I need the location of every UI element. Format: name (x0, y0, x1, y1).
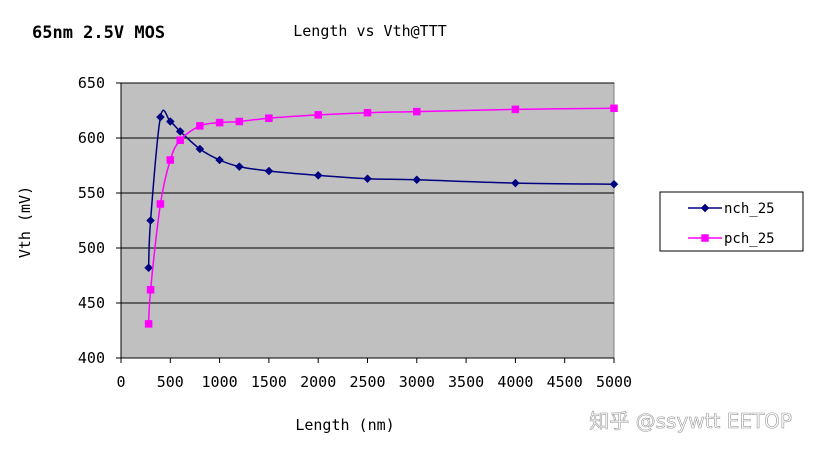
data-point (413, 107, 421, 116)
data-point (235, 117, 244, 126)
y-axis-label: Vth (mV) (16, 186, 34, 258)
data-point (195, 144, 205, 154)
legend-marker (701, 234, 709, 242)
y-tick-labels: 400 450 500 550 600 650 (78, 74, 105, 367)
data-point (144, 320, 153, 328)
data-point (175, 127, 185, 136)
axes (116, 82, 615, 363)
plot-area (120, 82, 615, 359)
x-tick-label: 3500 (448, 373, 484, 391)
x-tick-label: 2500 (349, 373, 385, 391)
x-tick-label: 2000 (300, 373, 336, 391)
x-tick-label: 500 (157, 373, 184, 391)
corner-title: 65nm 2.5V MOS (32, 23, 165, 43)
data-point (165, 117, 175, 126)
gridlines (121, 82, 614, 304)
series-pch_25 (144, 104, 618, 328)
data-point (610, 104, 618, 113)
data-point (215, 155, 224, 165)
legend: nch_25 pch_25 (659, 191, 804, 252)
chart-title: Length vs Vth@TTT (293, 22, 447, 40)
series-nch_25 (144, 109, 619, 273)
data-point (313, 171, 323, 180)
x-tick-label: 1000 (202, 373, 238, 391)
watermark-text: 知乎 @ssywtt EETOP (589, 409, 792, 433)
data-point (363, 174, 372, 184)
y-tick-label: 650 (78, 74, 105, 92)
data-point (363, 108, 372, 117)
y-tick-label: 500 (78, 239, 105, 257)
data-point (196, 122, 204, 130)
data-point (215, 118, 224, 127)
x-tick-label: 0 (116, 373, 125, 391)
y-tick-label: 550 (78, 184, 105, 202)
data-point (609, 179, 619, 189)
data-point (265, 114, 273, 122)
legend-marker (700, 203, 710, 213)
x-tick-labels: 0 500 1000 1500 2000 2500 3000 3500 4000 4500 5000 (116, 373, 632, 391)
data-point (156, 200, 165, 208)
x-tick-label: 3000 (399, 373, 435, 391)
data-point (176, 136, 184, 144)
x-tick-label: 1500 (251, 373, 287, 391)
data-point (511, 105, 520, 114)
x-tick-label: 5000 (596, 373, 632, 391)
data-point (314, 111, 322, 119)
x-axis-label: Length (nm) (295, 416, 394, 434)
x-tick-label: 4000 (497, 373, 533, 391)
data-point (264, 166, 274, 176)
legend-item: pch_25 (688, 231, 775, 247)
data-point (144, 263, 153, 273)
x-tick-label: 4500 (547, 373, 583, 391)
data-point (412, 175, 422, 185)
data-point (146, 216, 155, 225)
series-group (144, 104, 619, 328)
y-tick-label: 450 (78, 294, 105, 312)
legend-label: pch_25 (724, 231, 775, 247)
data-point (166, 156, 175, 164)
data-point (156, 112, 165, 122)
legend-label: nch_25 (724, 201, 775, 217)
data-point (511, 178, 520, 188)
legend-item: nch_25 (688, 201, 775, 217)
y-tick-label: 400 (78, 349, 105, 367)
data-point (146, 286, 155, 294)
data-point (234, 162, 244, 171)
y-tick-label: 600 (78, 129, 105, 147)
legend-box (659, 191, 804, 252)
